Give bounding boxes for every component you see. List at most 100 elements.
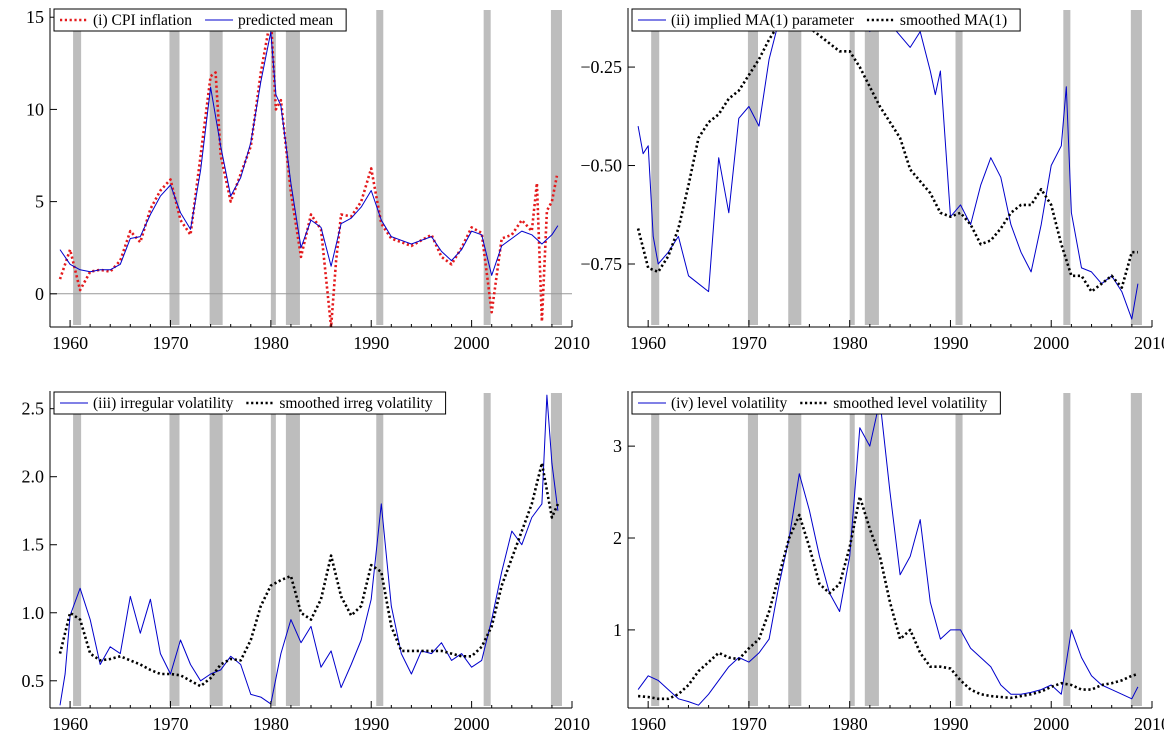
recession-band <box>955 10 963 325</box>
legend-label: (iv) level volatility <box>671 395 787 412</box>
recession-band <box>1063 393 1071 706</box>
legend-box <box>53 8 347 32</box>
x-tick-label: 1970 <box>731 333 767 353</box>
x-tick-label: 2010 <box>554 714 590 734</box>
y-tick-label: −0.50 <box>580 156 622 176</box>
y-tick-label: 1.0 <box>22 603 45 623</box>
series-group <box>637 399 1139 706</box>
x-tick-label: 1970 <box>152 714 188 734</box>
recession-band <box>550 10 562 325</box>
legend-label: smoothed irreg volatility <box>279 395 433 412</box>
x-tick-label: 1960 <box>630 714 666 734</box>
recession-band <box>376 10 384 325</box>
x-tick-label: 1960 <box>52 333 88 353</box>
y-tick-label: 15 <box>26 7 44 27</box>
y-tick-label: 1 <box>613 620 622 640</box>
y-tick-label: 5 <box>35 192 44 212</box>
x-tick-label: 2000 <box>454 333 490 353</box>
y-tick-label: 2.0 <box>22 467 45 487</box>
x-tick-label: 2000 <box>1033 714 1069 734</box>
legend-label: predicted mean <box>238 12 333 29</box>
recession-band <box>1063 10 1071 325</box>
recession-band <box>209 393 223 706</box>
recession-band <box>864 10 879 325</box>
series-line <box>637 11 1139 320</box>
x-tick-label: 2010 <box>1134 333 1164 353</box>
legend-label: smoothed MA(1) <box>900 12 1007 29</box>
series-group <box>58 15 559 327</box>
recession-band <box>1130 393 1142 706</box>
recession-band <box>376 393 384 706</box>
legend-box <box>631 8 1021 32</box>
x-tick-label: 1990 <box>353 714 389 734</box>
recession-band <box>788 10 802 325</box>
panel-3: 1960 1970 1980 1990 2000 2010 0.5 1.0 1.5 2.0 2.5 (… <box>22 391 590 734</box>
legend-label: (iii) irregular volatility <box>93 395 234 412</box>
recession-band <box>73 393 82 706</box>
recession-band <box>747 10 758 325</box>
recession-band <box>651 10 660 325</box>
recession-band <box>169 10 180 325</box>
recession-band <box>849 393 855 706</box>
y-tick-label: 1.5 <box>22 535 45 555</box>
x-tick-label: 1980 <box>253 333 289 353</box>
y-tick-label: 3 <box>613 436 622 456</box>
x-tick-label: 1990 <box>932 714 968 734</box>
y-tick-label: 2.5 <box>22 399 45 419</box>
x-tick-label: 1990 <box>932 333 968 353</box>
legend: (iii) irregular volatility smoothed irreg… <box>53 391 447 415</box>
y-tick-label: −0.25 <box>580 57 622 77</box>
recession-bands <box>651 10 1142 325</box>
legend: (i) CPI inflation predicted mean <box>53 8 347 32</box>
x-tick-label: 2010 <box>1134 714 1164 734</box>
recession-bands <box>651 393 1142 706</box>
y-tick-label: −0.75 <box>580 254 622 274</box>
y-tick-label: 2 <box>613 528 622 548</box>
recession-band <box>270 10 276 325</box>
panel-4: 1960 1970 1980 1990 2000 2010 1 2 3 (iv) level vo… <box>613 391 1164 734</box>
recession-band <box>849 10 855 325</box>
panel-1: 1960 1970 1980 1990 2000 2010 0 5 10 15 (i) CPI in… <box>26 7 590 353</box>
x-tick-label: 1990 <box>353 333 389 353</box>
x-tick-label: 1980 <box>832 333 868 353</box>
series-line <box>59 394 559 706</box>
recession-band <box>483 393 491 706</box>
x-tick-label: 1960 <box>52 714 88 734</box>
series-line <box>59 31 559 276</box>
x-tick-label: 1960 <box>630 333 666 353</box>
y-tick-label: 0.5 <box>22 671 45 691</box>
recession-band <box>1130 10 1142 325</box>
x-tick-label: 2010 <box>554 333 590 353</box>
recession-bands <box>73 393 562 706</box>
recession-band <box>169 393 180 706</box>
series-line <box>58 15 559 327</box>
legend-label: smoothed level volatility <box>833 395 987 412</box>
recession-band <box>864 393 879 706</box>
y-tick-label: 0 <box>35 284 44 304</box>
recession-band <box>270 393 276 706</box>
series-line <box>58 461 560 688</box>
recession-band <box>651 393 660 706</box>
recession-band <box>285 393 300 706</box>
recession-band <box>209 10 223 325</box>
recession-band <box>955 393 963 706</box>
x-tick-label: 2000 <box>1033 333 1069 353</box>
legend-box <box>53 391 447 415</box>
legend: (ii) implied MA(1) parameter smoothed MA(… <box>631 8 1021 32</box>
recession-band <box>483 10 491 325</box>
recession-band <box>73 10 82 325</box>
y-tick-label: 10 <box>26 99 44 119</box>
series-line <box>637 495 1139 701</box>
legend-label: (ii) implied MA(1) parameter <box>671 12 855 29</box>
recession-band <box>285 10 300 325</box>
x-tick-label: 1980 <box>253 714 289 734</box>
legend-label: (i) CPI inflation <box>93 12 192 29</box>
x-tick-label: 2000 <box>454 714 490 734</box>
panel-2: 1960 1970 1980 1990 2000 2010 −0.75 −0.50 −0.25 (… <box>580 8 1164 353</box>
series-line <box>636 14 1138 293</box>
recession-band <box>788 393 802 706</box>
series-group <box>636 11 1139 320</box>
series-line <box>637 399 1139 706</box>
recession-band <box>747 393 758 706</box>
